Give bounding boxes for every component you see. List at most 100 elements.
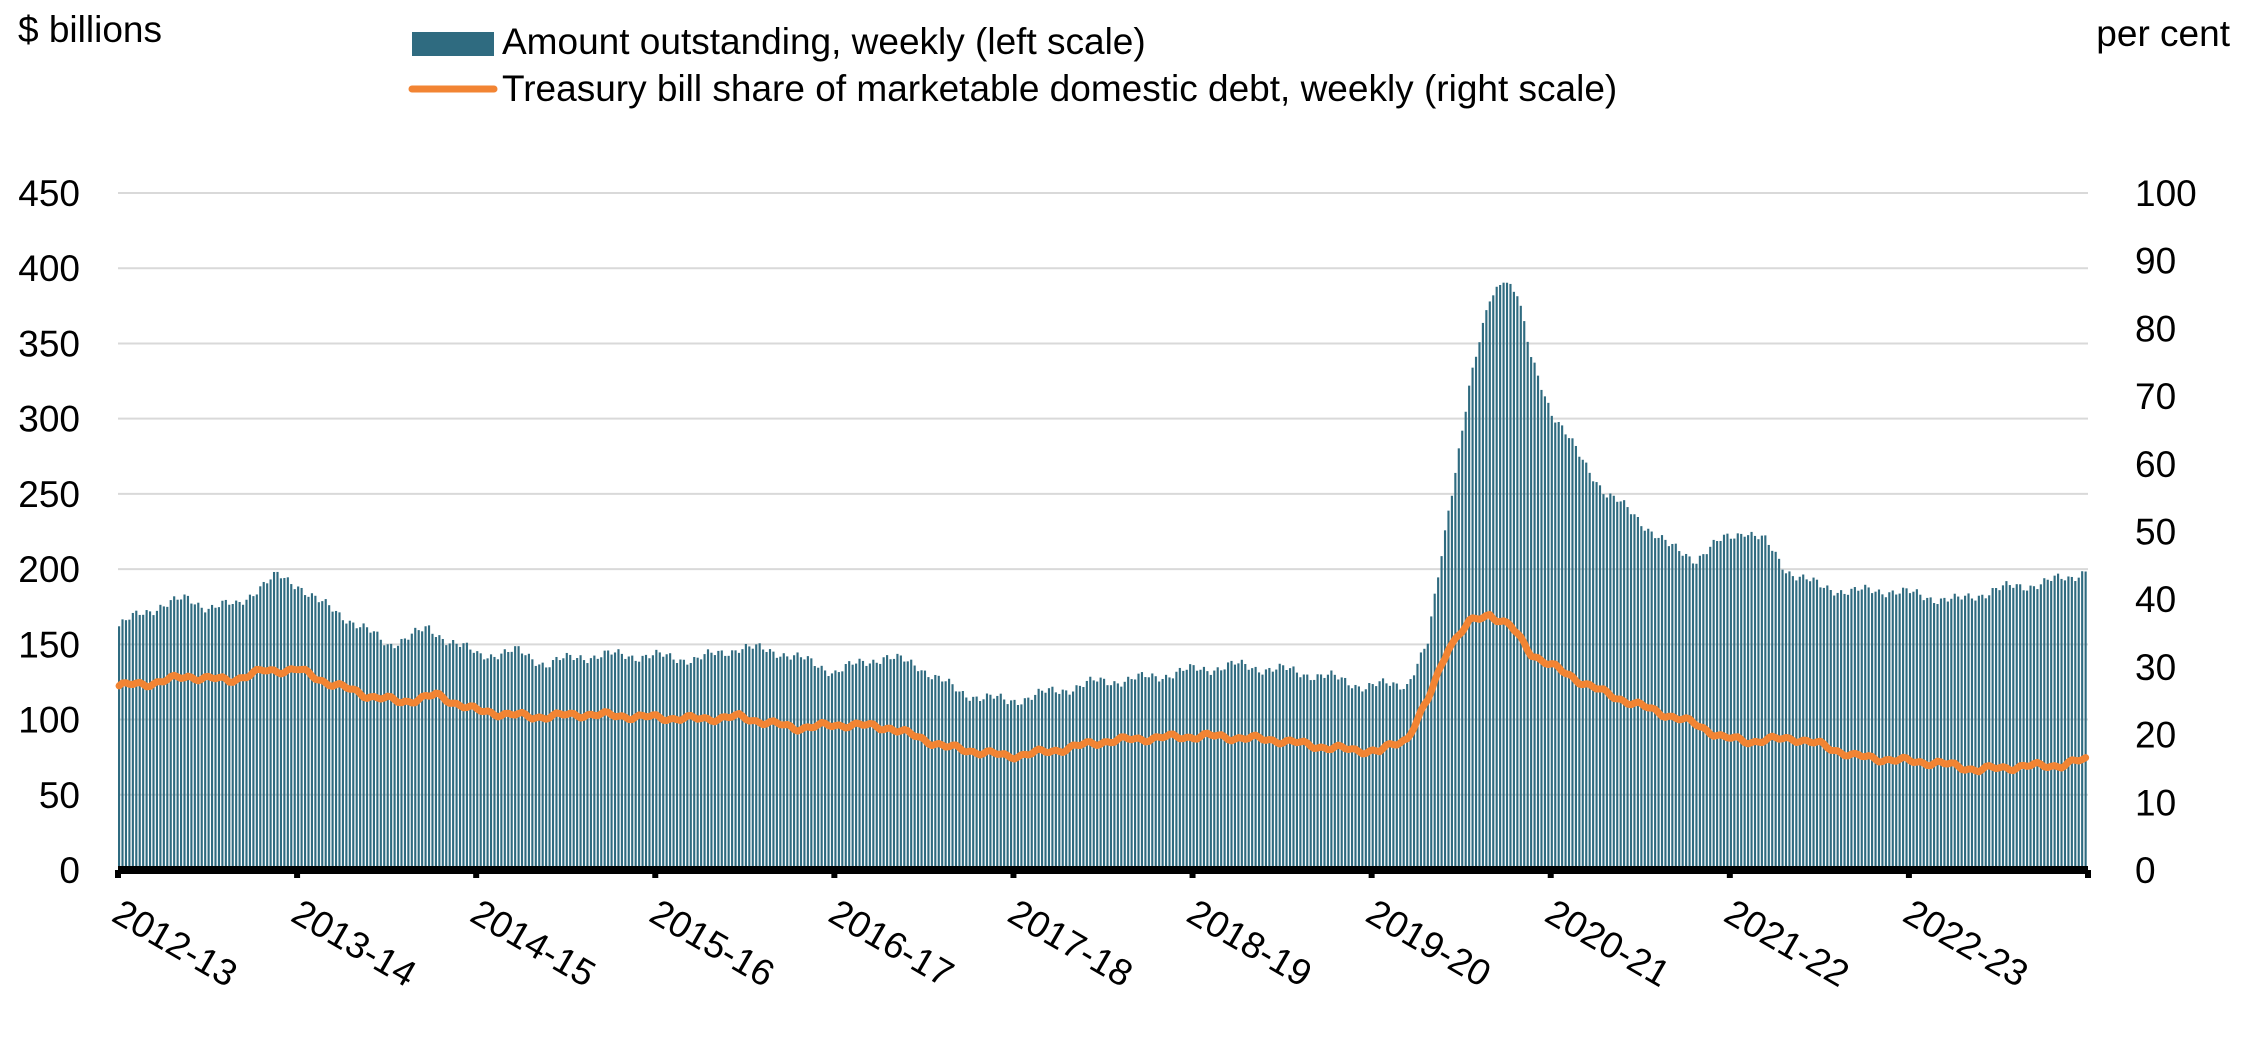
bar: [1337, 679, 1340, 870]
bar: [572, 660, 575, 870]
bar: [727, 655, 730, 870]
bar: [1592, 481, 1595, 870]
bar: [200, 607, 203, 870]
bar: [1846, 594, 1850, 870]
bar: [1103, 678, 1106, 870]
bar: [751, 648, 754, 870]
bar: [390, 643, 393, 870]
bar: [1784, 573, 1788, 870]
bar: [1778, 558, 1781, 870]
bar: [452, 640, 455, 870]
bar: [396, 645, 400, 870]
bar: [548, 667, 551, 870]
bar: [569, 654, 572, 870]
bar: [627, 656, 630, 870]
bar: [331, 611, 334, 870]
bar: [1678, 551, 1681, 870]
bar: [1278, 663, 1281, 870]
legend-bar-swatch: [412, 32, 494, 56]
bar: [421, 631, 424, 870]
treasury-bill-share-line: [115, 611, 2090, 776]
bar: [1406, 684, 1409, 870]
bar: [700, 659, 703, 870]
bar: [1864, 584, 1867, 870]
bar: [1261, 674, 1264, 870]
bar: [1388, 685, 1391, 870]
bar: [796, 652, 799, 870]
bar: [1037, 688, 1040, 870]
bar: [1826, 585, 1829, 870]
bar: [958, 691, 961, 870]
bar: [717, 650, 720, 870]
bar: [1309, 680, 1312, 870]
bar: [300, 587, 303, 870]
bar: [662, 656, 665, 870]
bar: [241, 604, 245, 870]
bar: [1168, 677, 1171, 870]
bar: [2005, 581, 2008, 870]
bar: [913, 665, 916, 870]
bar: [1623, 500, 1626, 870]
bar: [142, 614, 145, 870]
bar: [1137, 673, 1140, 870]
bar: [565, 652, 568, 870]
bar: [1791, 576, 1794, 870]
bar: [193, 604, 196, 870]
bar: [1195, 670, 1199, 870]
bar: [1189, 664, 1192, 870]
bar: [1206, 671, 1209, 870]
bar: [961, 691, 964, 870]
bar: [455, 643, 458, 870]
bar: [782, 653, 785, 870]
bar: [734, 650, 737, 870]
bar: [1970, 598, 1974, 870]
bar: [596, 658, 599, 870]
bar: [1736, 533, 1739, 870]
bar: [1619, 501, 1622, 870]
bar: [724, 655, 727, 870]
bar: [1313, 679, 1316, 870]
bar: [162, 606, 165, 870]
bar: [341, 620, 344, 870]
bar: [1306, 674, 1309, 870]
bar: [1729, 538, 1732, 870]
bar: [496, 659, 499, 870]
bar: [503, 649, 506, 870]
bar: [1726, 533, 1729, 870]
bar: [2026, 590, 2029, 870]
bar: [1526, 341, 1529, 870]
bar: [720, 650, 723, 870]
bar: [899, 655, 902, 870]
bar: [1378, 681, 1381, 870]
bar: [848, 661, 851, 870]
bar: [1416, 663, 1419, 870]
bar: [1908, 593, 1912, 870]
bar: [941, 681, 944, 870]
bar: [1302, 674, 1305, 870]
bar: [1605, 497, 1608, 870]
bar: [293, 589, 296, 870]
bar: [638, 661, 641, 870]
bar: [1543, 396, 1546, 870]
x-tick-label: 2018-19: [1181, 891, 1319, 994]
bar: [951, 684, 954, 870]
bar: [1395, 683, 1398, 870]
bar: [1884, 597, 1887, 870]
bar: [135, 610, 138, 870]
bar: [1802, 574, 1805, 870]
bar: [1240, 659, 1243, 870]
bar: [1268, 667, 1271, 870]
bar: [1960, 599, 1963, 870]
bar: [362, 623, 365, 870]
bar: [1657, 537, 1660, 870]
bar: [272, 571, 276, 870]
bar: [996, 695, 999, 870]
bar: [2053, 575, 2056, 870]
bar: [376, 631, 379, 870]
bar: [1984, 598, 1987, 870]
bar: [875, 662, 878, 870]
left-axis-unit: $ billions: [18, 9, 162, 50]
bar: [1626, 507, 1629, 870]
bar: [266, 583, 269, 870]
bar: [1967, 593, 1970, 870]
